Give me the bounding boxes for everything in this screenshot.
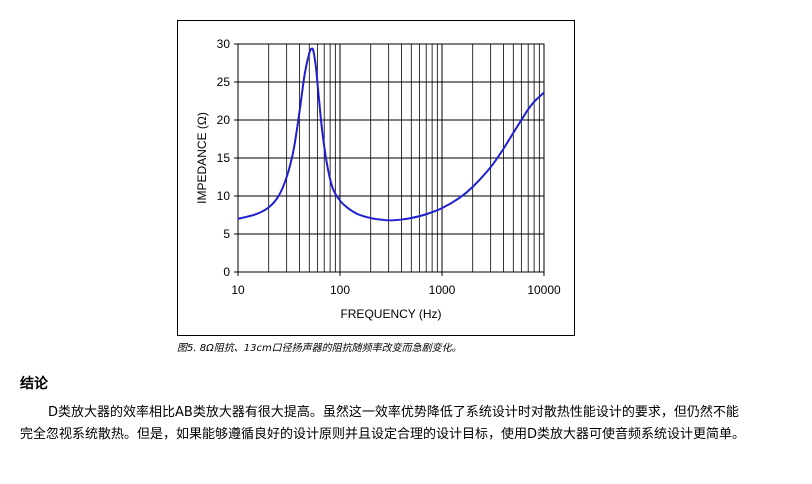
impedance-figure: 0 5 10 15 20 25 30 10 100 1000 10000 FREQUENCY (Hz)…	[177, 20, 575, 336]
y-tick-label: 15	[217, 151, 231, 165]
y-tick-label: 25	[217, 75, 231, 89]
y-tick-label: 5	[223, 227, 230, 241]
y-tick-label: 20	[217, 113, 231, 127]
y-tick-label: 10	[217, 189, 231, 203]
y-tick-label: 0	[223, 265, 230, 279]
impedance-chart: 0 5 10 15 20 25 30 10 100 1000 10000 FREQUENCY (Hz)…	[195, 37, 561, 321]
x-axis-label: FREQUENCY (Hz)	[340, 307, 441, 321]
y-tick-label: 30	[217, 37, 231, 51]
body-paragraph: D类放大器的效率相比AB类放大器有很大提高。虽然这一效率优势降低了系统设计时对散…	[20, 405, 746, 442]
impedance-series-line	[237, 47, 545, 222]
section-title: 结论	[20, 376, 48, 392]
x-tick-label: 10	[231, 283, 245, 297]
x-tick-label: 10000	[527, 283, 561, 297]
y-axis-label: IMPEDANCE (Ω)	[195, 112, 209, 204]
figure-caption: 图5. 8Ω阻抗、13cm口径扬声器的阻抗随频率改变而急剧变化。	[177, 343, 462, 354]
x-tick-label: 100	[330, 283, 350, 297]
x-tick-label: 1000	[429, 283, 456, 297]
